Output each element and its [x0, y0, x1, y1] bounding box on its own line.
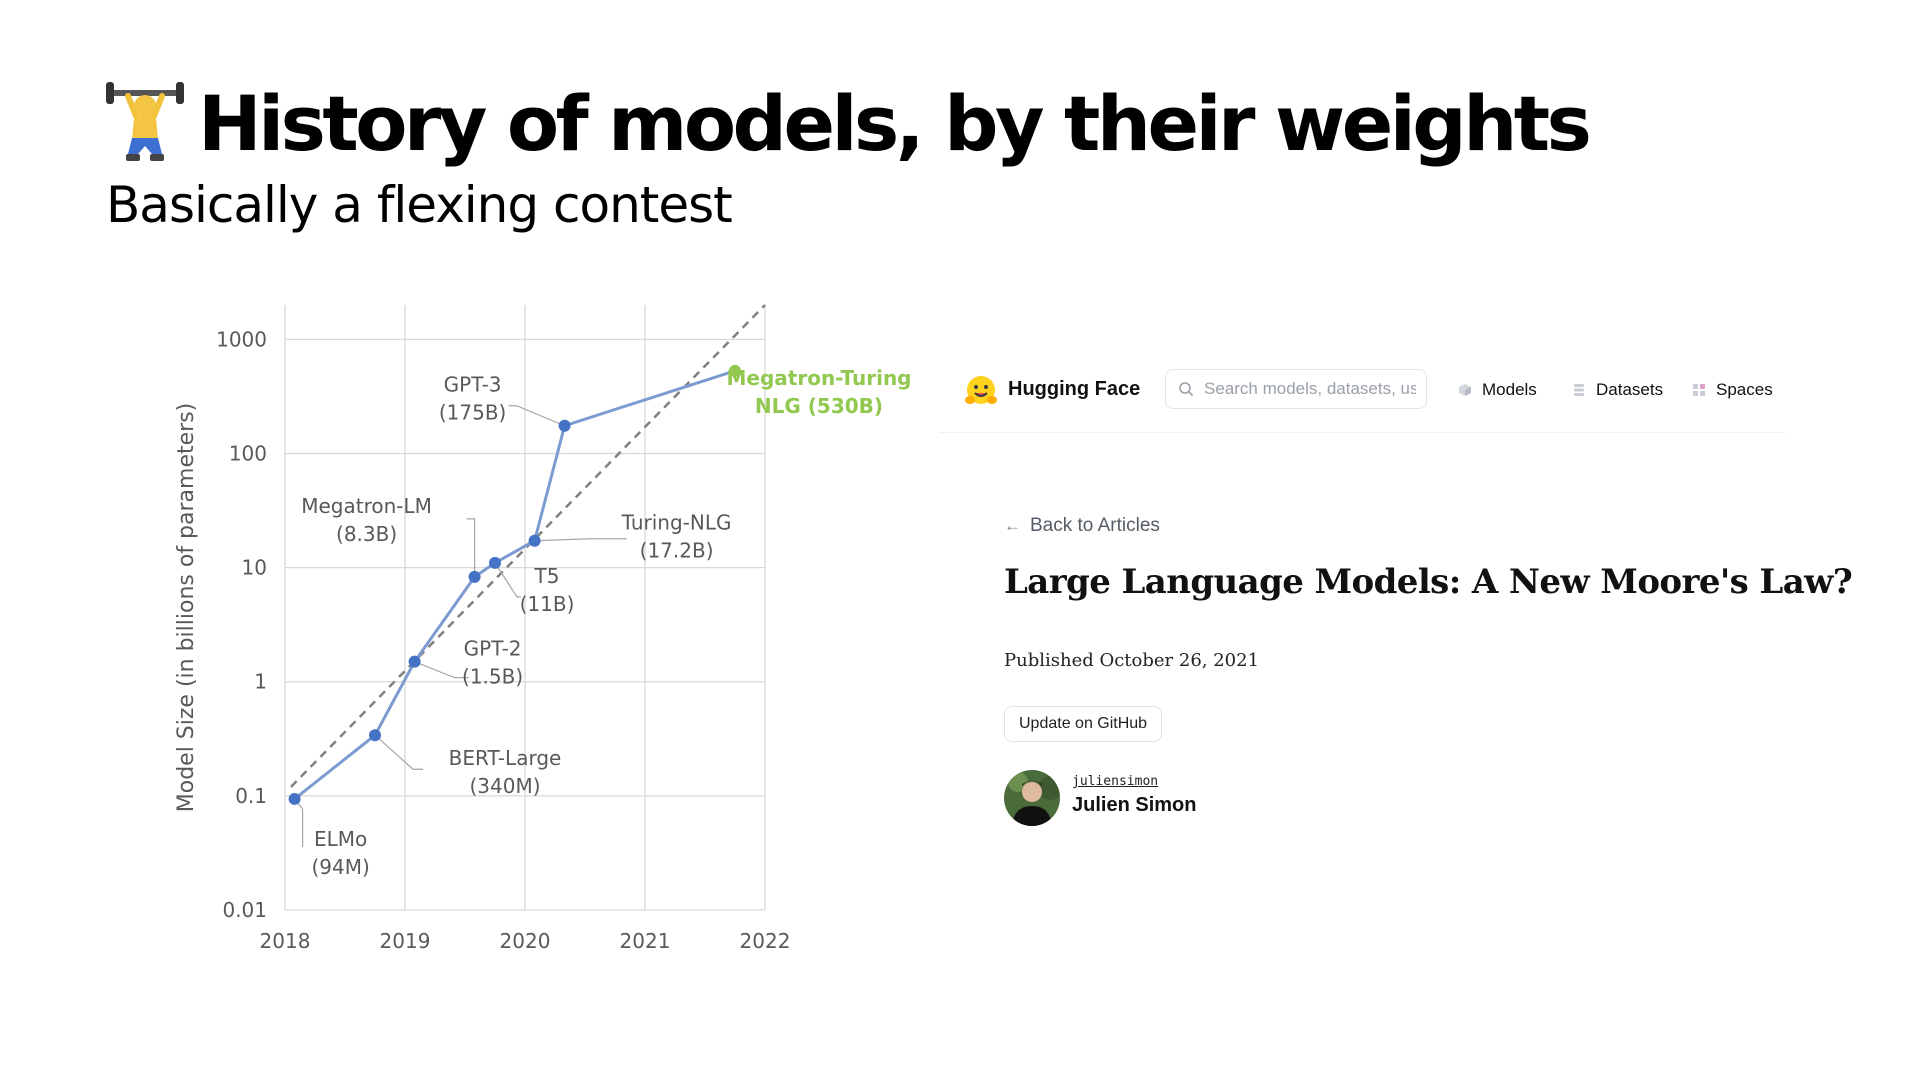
label-leader-line	[414, 661, 469, 679]
point-label: GPT-2	[464, 637, 522, 661]
nav-item-label: Models	[1482, 380, 1537, 399]
point-label: (11B)	[520, 592, 575, 616]
y-tick-label: 1	[254, 670, 267, 694]
nav-item-models[interactable]: Models	[1458, 380, 1537, 400]
hugging-face-article: Hugging Face Models Datasets	[940, 360, 1853, 880]
y-tick-label: 10	[242, 556, 267, 580]
point-label: (94M)	[311, 855, 369, 879]
point-label: (175B)	[439, 401, 507, 425]
y-tick-label: 100	[229, 441, 267, 465]
y-axis-title: Model Size (in billions of parameters)	[174, 403, 199, 813]
title-row: History of models, by their weights	[106, 79, 1592, 168]
arrow-left-icon: ←	[1004, 516, 1021, 535]
label-leader-line	[374, 734, 423, 770]
point-label: (340M)	[469, 774, 540, 798]
label-leader-line	[466, 518, 476, 577]
data-point	[468, 570, 481, 583]
y-tick-label: 0.1	[235, 784, 267, 808]
point-label: (1.5B)	[462, 665, 523, 689]
point-label: BERT-Large	[449, 746, 562, 770]
point-label: Turing-NLG	[621, 511, 732, 535]
hugging-face-emoji-icon[interactable]	[964, 374, 998, 408]
point-label: NLG (530B)	[755, 394, 883, 418]
search-input[interactable]	[1204, 378, 1416, 400]
data-point	[408, 655, 421, 668]
models-cube-icon	[1459, 384, 1471, 396]
datasets-stack-icon	[1574, 384, 1584, 396]
back-link-label: Back to Articles	[1030, 515, 1160, 536]
point-label: GPT-3	[444, 373, 502, 397]
published-date: Published October 26, 2021	[1004, 650, 1260, 671]
point-label: (8.3B)	[336, 522, 397, 546]
article-title: Large Language Models: A New Moore's Law…	[1004, 562, 1853, 602]
data-point	[288, 792, 301, 805]
slide-subtitle: Basically a flexing contest	[106, 176, 733, 234]
x-tick-label: 2020	[500, 929, 551, 953]
data-point	[558, 419, 571, 432]
slide-title: History of models, by their weights	[198, 79, 1592, 168]
hf-search-box[interactable]	[1165, 369, 1427, 409]
point-label: ELMo	[314, 827, 367, 851]
x-tick-label: 2018	[260, 929, 311, 953]
weightlifter-icon	[106, 82, 184, 161]
label-leader-line	[534, 538, 627, 542]
nav-item-label: Datasets	[1596, 380, 1664, 399]
label-leader-line	[294, 798, 304, 847]
search-icon	[1179, 382, 1194, 397]
nav-item-spaces[interactable]: Spaces	[1692, 380, 1773, 400]
author-handle[interactable]: juliensimon	[1072, 774, 1159, 789]
model-size-chart: 2018 2019 2020 2021 2022 0.01 0.1 1 10 100 1000 Mod…	[174, 304, 912, 953]
nav-item-label: Spaces	[1716, 380, 1773, 399]
spaces-grid-icon	[1693, 384, 1705, 396]
slide-header: History of models, by their weights Basi…	[106, 79, 1592, 234]
hf-navbar: Hugging Face Models Datasets	[940, 360, 1786, 433]
point-label: T5	[534, 564, 560, 588]
x-tick-label: 2021	[620, 929, 671, 953]
hf-brand-name[interactable]: Hugging Face	[1008, 378, 1141, 400]
y-tick-label: 1000	[216, 327, 267, 351]
data-point	[729, 364, 741, 377]
avatar[interactable]	[1004, 770, 1060, 826]
author-name: Julien Simon	[1072, 794, 1197, 816]
point-label: Megatron-LM	[301, 494, 432, 518]
data-point	[528, 534, 541, 547]
update-on-github-button[interactable]: Update on GitHub	[1004, 706, 1163, 742]
point-label: Megatron-Turing	[727, 366, 912, 390]
y-tick-label: 0.01	[222, 898, 267, 922]
point-label: (17.2B)	[640, 539, 714, 563]
data-point	[369, 729, 381, 742]
x-tick-label: 2019	[380, 929, 431, 953]
series-line	[293, 369, 736, 801]
x-tick-label: 2022	[740, 929, 791, 953]
nav-item-datasets[interactable]: Datasets	[1572, 380, 1663, 400]
label-leader-line	[494, 562, 521, 598]
label-leader-line	[508, 405, 565, 427]
data-point	[489, 556, 501, 569]
back-to-articles-link[interactable]: ← Back to Articles	[1004, 515, 1160, 537]
